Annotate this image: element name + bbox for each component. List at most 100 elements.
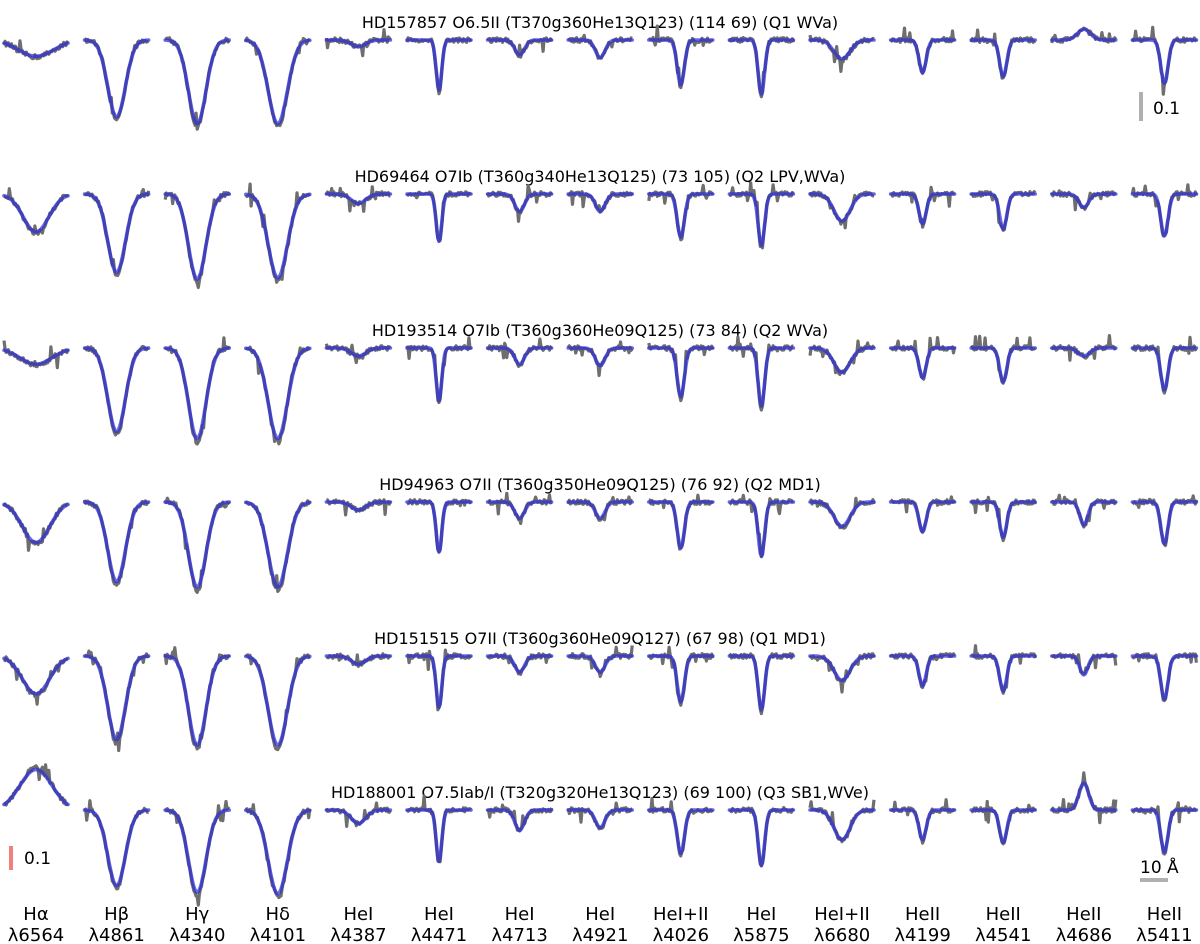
panel-r4-c6 [405, 498, 473, 554]
panel-r1-c11 [808, 34, 876, 73]
column-wavelength-2: λ4861 [88, 925, 144, 944]
panel-r6-c13 [969, 799, 1037, 846]
column-element-13: HeII [986, 904, 1021, 925]
panel-r2-c15 [1130, 183, 1199, 238]
observed-spectrum [970, 644, 1037, 695]
model-spectrum [324, 346, 393, 358]
model-spectrum [1130, 192, 1199, 238]
column-element-15: HeII [1147, 904, 1182, 925]
model-spectrum [1050, 500, 1118, 527]
observed-spectrum [727, 36, 795, 99]
panel-r1-c8 [566, 33, 634, 60]
model-spectrum [2, 656, 70, 696]
observed-spectrum [245, 345, 311, 446]
panel-r4-c8 [566, 495, 634, 522]
panel-r3-c12 [888, 336, 957, 381]
panel-r5-c2 [82, 649, 151, 753]
panel-r4-c5 [324, 498, 393, 517]
panel-r3-c15 [1130, 335, 1199, 395]
model-spectrum [244, 654, 312, 747]
model-spectrum [1050, 781, 1118, 812]
panel-r5-c9 [647, 645, 715, 707]
column-element-8: HeI [585, 904, 615, 925]
flux-scale-label-top: 0.1 [1153, 99, 1180, 119]
panel-r2-c9 [647, 183, 715, 242]
panel-r3-c7 [485, 337, 554, 368]
model-spectrum [1130, 808, 1199, 854]
column-element-5: HeI [343, 904, 373, 925]
panel-r2-c3 [163, 191, 231, 290]
panel-r4-c12 [888, 495, 957, 534]
model-spectrum [566, 500, 634, 520]
observed-spectrum [83, 649, 150, 753]
column-wavelength-1: λ6564 [8, 925, 64, 944]
panel-r6-c7 [485, 803, 554, 833]
panel-r1-c9 [647, 24, 715, 90]
model-spectrum [163, 808, 231, 895]
panel-r3-c2 [82, 344, 151, 437]
panel-r6-c14 [1050, 771, 1118, 825]
panel-r5-c12 [888, 652, 957, 690]
panel-r1-c6 [405, 36, 473, 96]
model-spectrum [1050, 27, 1118, 42]
model-spectrum [405, 192, 473, 244]
column-labels: Hαλ6564Hβλ4861Hγλ4340Hδλ4101HeIλ4387HeIλ… [8, 904, 1193, 944]
flux-scale-label-bottom: 0.1 [24, 849, 51, 869]
model-spectrum [324, 38, 393, 49]
column-wavelength-12: λ4199 [894, 925, 950, 944]
flux-scale-bottom: 0.1 [9, 846, 51, 870]
model-spectrum [2, 502, 70, 545]
panel-r2-c7 [485, 184, 554, 223]
column-element-3: Hγ [185, 904, 210, 925]
column-wavelength-11: λ6680 [814, 925, 870, 944]
column-element-7: HeI [505, 904, 535, 925]
panel-r6-c6 [405, 794, 473, 864]
panel-r3-c14 [1050, 334, 1118, 362]
observed-spectrum [3, 187, 70, 236]
model-spectrum [647, 654, 715, 704]
observed-spectrum [889, 336, 957, 381]
column-element-6: HeI [424, 904, 454, 925]
panel-r4-c14 [1050, 493, 1118, 529]
panel-r6-c10 [727, 806, 796, 868]
observed-spectrum [808, 339, 876, 377]
panel-r5-c13 [969, 644, 1037, 695]
model-spectrum [485, 38, 554, 57]
model-spectrum [2, 41, 70, 58]
observed-spectrum [83, 344, 150, 437]
panel-r2-c12 [888, 185, 957, 229]
model-spectrum [1050, 346, 1118, 358]
panel-r4-c2 [82, 499, 151, 587]
panel-r5-c10 [727, 652, 796, 716]
column-element-9: HeI+II [653, 904, 709, 925]
panel-r5-c4 [244, 653, 312, 752]
observed-spectrum [324, 28, 392, 58]
model-spectrum [969, 500, 1037, 539]
panel-r6-c2 [82, 799, 151, 891]
observed-spectrum [889, 26, 956, 75]
observed-spectrum [808, 799, 876, 844]
model-spectrum [163, 346, 231, 441]
model-spectrum [647, 346, 715, 399]
model-spectrum [888, 500, 957, 534]
model-spectrum [647, 808, 715, 855]
observed-spectrum [244, 499, 312, 593]
panel-r3-c10 [727, 335, 796, 412]
panel-r5-c3 [163, 646, 231, 751]
observed-spectrum [1130, 801, 1198, 856]
wavelength-scale: 10 Å [1140, 856, 1179, 882]
panel-r1-c13 [969, 28, 1037, 80]
panel-r1-c4 [244, 36, 312, 128]
model-spectrum [244, 500, 312, 589]
model-spectrum [727, 38, 796, 96]
panel-r5-c7 [485, 652, 554, 676]
column-wavelength-9: λ4026 [653, 925, 709, 944]
observed-spectrum [969, 190, 1037, 232]
panel-r4-c7 [485, 491, 554, 526]
model-spectrum [888, 38, 957, 75]
star-title-3: HD193514 O7Ib (T360g360He09Q125) (73 84)… [372, 321, 828, 340]
panel-r2-c2 [82, 187, 151, 277]
panel-r5-c8 [566, 645, 634, 679]
model-spectrum [727, 808, 796, 868]
